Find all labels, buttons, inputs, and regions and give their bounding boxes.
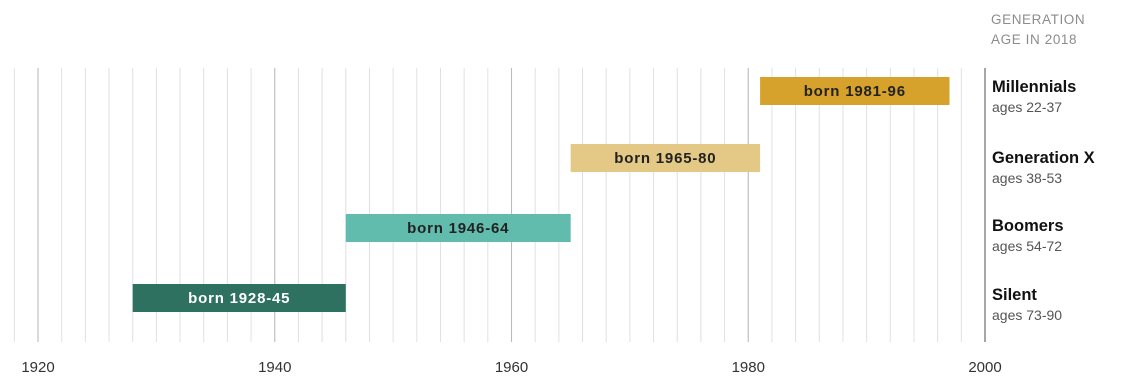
generation-label-millennials: Millennials ages 22-37	[992, 77, 1132, 117]
x-tick-label: 1940	[258, 359, 291, 376]
legend-header: GENERATION AGE IN 2018	[991, 10, 1085, 50]
bar-label: born 1928-45	[188, 290, 290, 307]
header-line-generation: GENERATION	[991, 12, 1086, 27]
bar-label: born 1981-96	[804, 83, 906, 100]
generation-name: Silent	[992, 286, 1037, 304]
generation-label-genx: Generation X ages 38-53	[992, 148, 1132, 188]
x-tick-label: 1920	[21, 359, 54, 376]
bar-label: born 1965-80	[614, 150, 716, 167]
x-tick-label: 1960	[495, 359, 528, 376]
bar-label: born 1946-64	[407, 220, 509, 237]
generation-ages: ages 38-53	[992, 170, 1063, 186]
generation-name: Generation X	[992, 149, 1095, 167]
generation-label-silent: Silent ages 73-90	[992, 285, 1132, 325]
generation-name: Boomers	[992, 217, 1064, 235]
bar-generation-x	[570, 144, 761, 172]
generation-name: Millennials	[992, 78, 1077, 96]
x-tick-label: 2000	[968, 359, 1001, 376]
generation-label-boomers: Boomers ages 54-72	[992, 216, 1132, 256]
bar-boomers	[345, 214, 571, 242]
generation-ages: ages 54-72	[992, 238, 1063, 254]
x-tick-label: 1980	[732, 359, 765, 376]
bar-millennials	[760, 77, 950, 105]
bar-silent	[132, 284, 346, 312]
generation-ages: ages 73-90	[992, 307, 1063, 323]
header-line-age: AGE IN 2018	[991, 32, 1078, 47]
generation-ages: ages 22-37	[992, 99, 1063, 115]
